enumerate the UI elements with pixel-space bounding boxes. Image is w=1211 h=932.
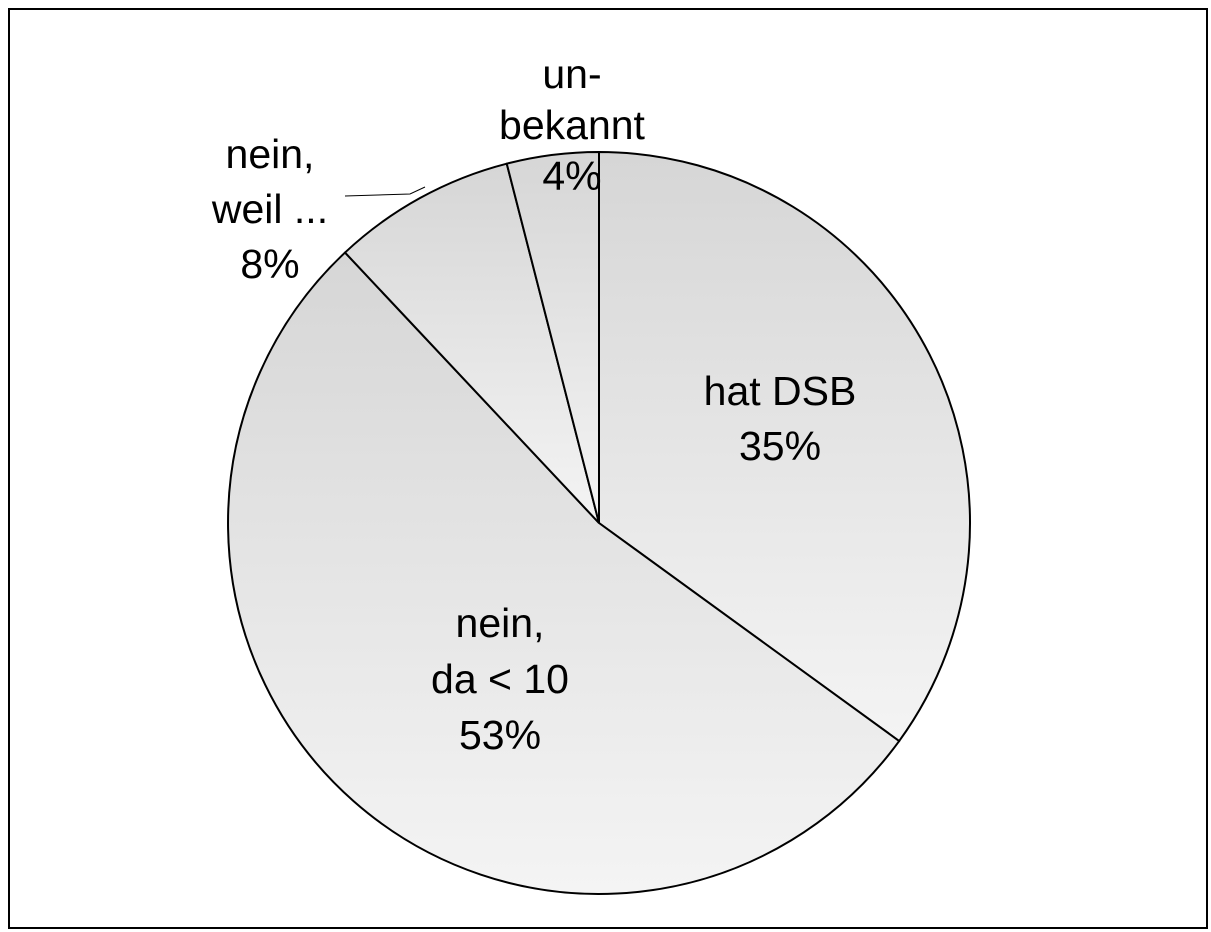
slice-label-hat-dsb: hat DSB 35%: [704, 368, 857, 469]
pie-labels: hat DSB 35% nein, da < 10 53% nein, weil ... 8%…: [211, 51, 856, 758]
pie-slice-unbekannt: [505, 150, 600, 524]
slice-label-line: un-: [542, 51, 601, 97]
slice-label-line: 53%: [459, 712, 541, 758]
pie-slice-nein-weil: [343, 162, 600, 524]
pie-slice-hat-dsb: [598, 150, 971, 743]
slice-label-line: hat DSB: [704, 368, 857, 414]
pie-slices: [227, 150, 971, 895]
slice-label-line: da < 10: [431, 656, 569, 702]
slice-label-nein-da-unter-10: nein, da < 10 53%: [431, 600, 569, 758]
pie-slice-nein-da-unter-10: [227, 251, 901, 895]
slice-label-nein-weil: nein, weil ... 8%: [211, 131, 328, 287]
slice-label-line: 8%: [240, 241, 299, 287]
slice-label-line: 4%: [542, 153, 601, 199]
label-leader-line: [344, 186, 426, 197]
slice-label-line: 35%: [739, 423, 821, 469]
slice-label-line: weil ...: [211, 186, 328, 232]
slice-label-unbekannt: un-bekannt 4%: [499, 51, 646, 199]
slice-label-line: nein,: [456, 600, 545, 646]
slice-label-line: bekannt: [499, 102, 646, 148]
slice-label-line: nein,: [226, 131, 315, 177]
